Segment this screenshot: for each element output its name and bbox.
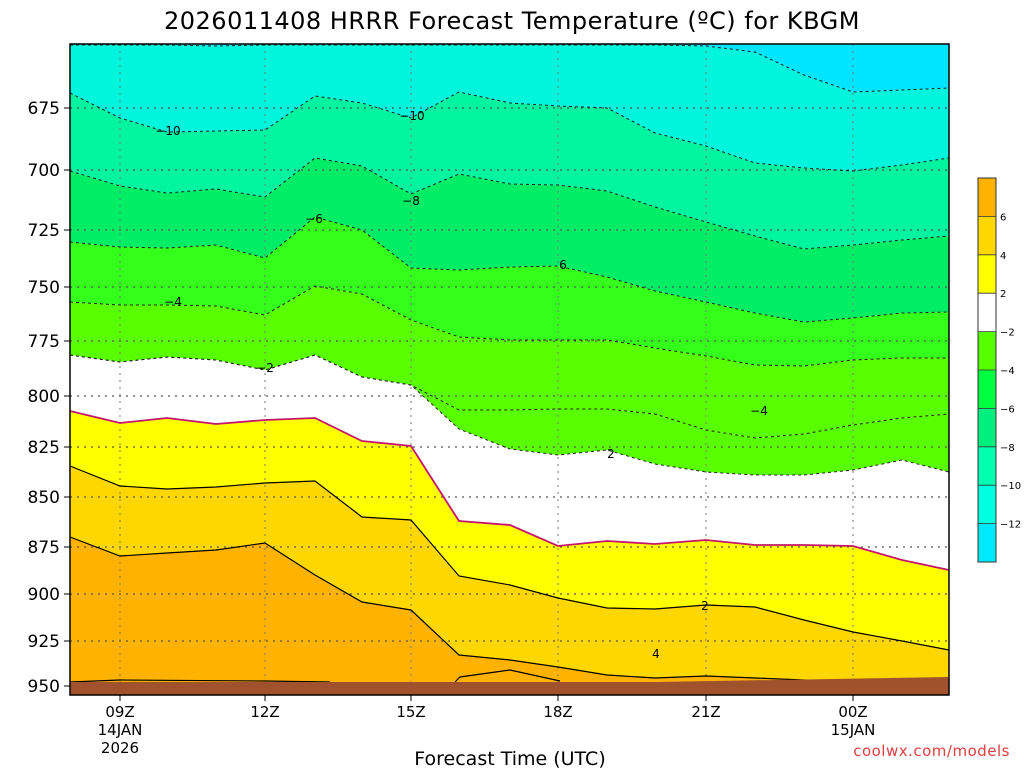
y-tick-label: 950: [28, 677, 60, 697]
y-tick-label: 675: [28, 99, 60, 119]
band-p6-bump: [455, 670, 560, 682]
band-m12: [70, 44, 949, 92]
x-tick-label: 15Z: [396, 703, 425, 721]
colorbar-label: −8: [1000, 443, 1015, 454]
colorbar-swatch: [978, 216, 996, 255]
colorbar-label: −6: [1000, 404, 1015, 415]
contour-label: 6: [559, 258, 567, 272]
contour-dashed: [69, 91, 950, 172]
contour-dashed: [69, 216, 950, 323]
x-tick-date: 14JAN: [98, 721, 143, 739]
contour-label: −4: [164, 295, 182, 309]
band-m2-lower: [70, 355, 949, 475]
y-tick-label: 800: [28, 387, 60, 407]
contour-dashed: [69, 157, 950, 250]
colorbar-label: −12: [1000, 520, 1021, 531]
colorbar-label: 2: [1000, 289, 1006, 300]
contour-label: −10: [155, 124, 180, 138]
colorbar-swatch: [978, 485, 996, 524]
x-tick-label: 00Z: [838, 703, 867, 721]
contour-label: −4: [750, 404, 768, 418]
x-tick-label: 09Z: [105, 703, 134, 721]
x-axis-label: Forecast Time (UTC): [414, 748, 605, 768]
y-tick-label: 775: [28, 332, 60, 352]
band-m10: [70, 44, 949, 171]
contour-solid-p2: [69, 465, 950, 651]
colorbar-label: −10: [1000, 481, 1021, 492]
colorbar-swatch: [978, 523, 996, 562]
y-tick-label: 925: [28, 632, 60, 652]
contour-dashed: [69, 354, 950, 476]
colorbar-swatch: [978, 293, 996, 332]
colorbar-swatch: [978, 408, 996, 447]
x-tick-label: 18Z: [543, 703, 572, 721]
contour-dashed: [69, 285, 949, 367]
band-white-lower: [70, 355, 949, 570]
band-p2: [70, 411, 949, 650]
contour-zero: [69, 410, 950, 571]
colorbar-swatch: [978, 331, 996, 370]
chart-title: 2026011408 HRRR Forecast Temperature (ºC…: [164, 7, 860, 35]
x-tick-year: 2026: [101, 739, 139, 757]
y-tick-label: 900: [28, 585, 60, 605]
band-m2: [70, 286, 949, 438]
colorbar-label: −4: [1000, 366, 1015, 377]
ground-strip-right: [656, 677, 949, 695]
contour-label: 4: [652, 647, 660, 661]
x-tick-label: 21Z: [691, 703, 720, 721]
y-tick-label: 875: [28, 538, 60, 558]
contour-label: −2: [256, 361, 274, 375]
band-p4: [70, 466, 949, 684]
contour-solid-p6: [454, 669, 561, 683]
band-m4: [70, 217, 949, 366]
contour-dashed: [70, 44, 950, 93]
y-tick-label: 725: [28, 221, 60, 241]
contour-label: −8: [402, 194, 420, 208]
credit-text: coolwx.com/models: [853, 742, 1010, 760]
y-tick-label: 850: [28, 488, 60, 508]
y-axis: 675 700 725 750 775 800 825 850 875 900 925 950: [28, 99, 70, 697]
y-tick-label: 750: [28, 278, 60, 298]
x-tick-label: 12Z: [250, 703, 279, 721]
colorbar-swatch: [978, 254, 996, 294]
colorbar-swatch: [978, 178, 996, 217]
x-tick-date: 15JAN: [831, 721, 876, 739]
contour-label: −6: [305, 212, 323, 226]
band-m8: [70, 92, 949, 249]
plot-frame: [69, 43, 950, 696]
colorbar-swatch: [978, 446, 996, 486]
band-p6: [70, 537, 949, 695]
contour-label: 2: [701, 599, 709, 613]
contour-labels: −10 −10 −8 −6 6 −4 −4 −2 2 2 4: [155, 109, 768, 661]
y-tick-label: 825: [28, 438, 60, 458]
temperature-fill-layers: [70, 44, 949, 695]
colorbar-label: −2: [1000, 328, 1015, 339]
colorbar-label: 6: [1000, 212, 1006, 223]
colorbar-swatch: [978, 370, 996, 409]
band-m6: [70, 158, 949, 322]
colorbar-legend: 6 4 2 −2 −4 −6 −8 −10 −12: [977, 177, 1021, 563]
contour-label: 2: [607, 447, 615, 461]
contour-label: −10: [399, 109, 424, 123]
y-tick-label: 700: [28, 161, 60, 181]
colorbar-label: 4: [1000, 251, 1006, 262]
contour-solid-p6-left: [69, 679, 331, 683]
